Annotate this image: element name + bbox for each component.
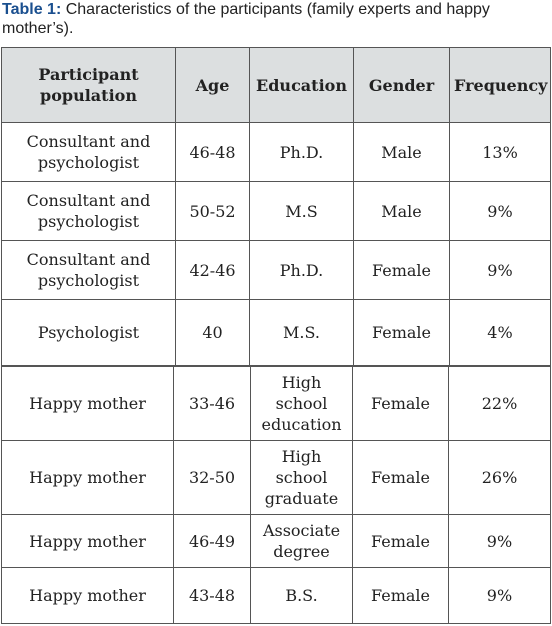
cell-age: 46-49: [173, 514, 251, 568]
table-row: Happy mother 33-46 High school education…: [1, 366, 551, 441]
header-gender: Gender: [353, 47, 450, 123]
cell-gender: Female: [353, 240, 450, 300]
cell-population: Consultant and psychologist: [1, 181, 176, 241]
table-row: Happy mother 46-49 Associate degree Fema…: [1, 514, 551, 568]
cell-frequency: 9%: [449, 181, 551, 241]
cell-population: Consultant and psychologist: [1, 240, 176, 300]
table-row: Happy mother 43-48 B.S. Female 9%: [1, 567, 551, 624]
cell-frequency: 4%: [449, 299, 551, 366]
cell-frequency: 9%: [448, 514, 551, 568]
cell-age: 33-46: [173, 366, 251, 441]
cell-gender: Female: [352, 440, 449, 515]
cell-education: High school graduate: [250, 440, 353, 515]
cell-age: 50-52: [175, 181, 250, 241]
header-age: Age: [175, 47, 250, 123]
cell-population: Happy mother: [1, 567, 174, 624]
cell-education: M.S.: [249, 299, 354, 366]
header-row: Participant population Age Education Gen…: [1, 47, 551, 123]
participants-table-part-1: Participant population Age Education Gen…: [1, 47, 551, 366]
cell-age: 43-48: [173, 567, 251, 624]
header-participant-population: Participant population: [1, 47, 176, 123]
cell-gender: Male: [353, 181, 450, 241]
cell-gender: Female: [352, 567, 449, 624]
cell-population: Happy mother: [1, 440, 174, 515]
cell-age: 32-50: [173, 440, 251, 515]
cell-frequency: 26%: [448, 440, 551, 515]
cell-gender: Female: [352, 514, 449, 568]
header-education: Education: [249, 47, 354, 123]
cell-frequency: 13%: [449, 122, 551, 182]
cell-age: 40: [175, 299, 250, 366]
cell-gender: Female: [353, 299, 450, 366]
table-row: Consultant and psychologist 42-46 Ph.D. …: [1, 240, 551, 300]
cell-population: Consultant and psychologist: [1, 122, 176, 182]
table-row: Consultant and psychologist 50-52 M.S Ma…: [1, 181, 551, 241]
cell-education: Associate degree: [250, 514, 353, 568]
table-row: Happy mother 32-50 High school graduate …: [1, 440, 551, 515]
caption-text: Characteristics of the participants (fam…: [2, 1, 490, 37]
cell-education: Ph.D.: [249, 240, 354, 300]
header-frequency: Frequency: [449, 47, 551, 123]
cell-frequency: 9%: [449, 240, 551, 300]
table-row: Psychologist 40 M.S. Female 4%: [1, 299, 551, 366]
table-caption: Table 1: Characteristics of the particip…: [2, 0, 552, 38]
cell-population: Happy mother: [1, 366, 174, 441]
cell-gender: Female: [352, 366, 449, 441]
table-row: Consultant and psychologist 46-48 Ph.D. …: [1, 122, 551, 182]
cell-education: B.S.: [250, 567, 353, 624]
cell-population: Happy mother: [1, 514, 174, 568]
cell-education: High school education: [250, 366, 353, 441]
cell-gender: Male: [353, 122, 450, 182]
cell-population: Psychologist: [1, 299, 176, 366]
cell-frequency: 9%: [448, 567, 551, 624]
cell-age: 46-48: [175, 122, 250, 182]
cell-education: Ph.D.: [249, 122, 354, 182]
caption-label: Table 1:: [2, 1, 62, 18]
cell-frequency: 22%: [448, 366, 551, 441]
cell-age: 42-46: [175, 240, 250, 300]
participants-table-part-2: Happy mother 33-46 High school education…: [1, 366, 551, 624]
cell-education: M.S: [249, 181, 354, 241]
